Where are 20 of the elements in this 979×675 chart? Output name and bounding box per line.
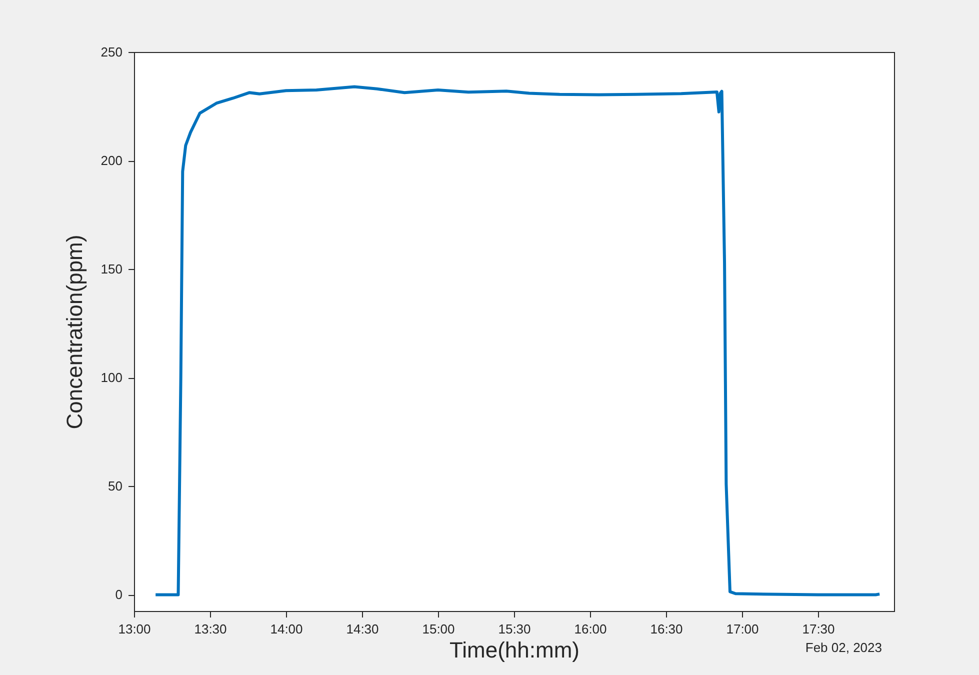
x-tick-label: 16:00 (574, 622, 607, 636)
y-tick-label: 50 (108, 478, 122, 494)
y-tick-label: 0 (115, 587, 122, 602)
line-series (154, 85, 882, 596)
y-tick-label: 150 (100, 262, 122, 277)
y-axis-title: Concentration(ppm) (62, 234, 87, 430)
x-axis-title: Time(hh:mm) (450, 638, 580, 662)
y-tick-label: 250 (100, 44, 122, 60)
x-tick-label: 13:30 (194, 622, 227, 636)
y-tick-label: 200 (100, 153, 122, 168)
x-tick-label: 17:00 (726, 622, 759, 636)
x-tick-label: 14:30 (346, 622, 379, 636)
y-tick-label: 100 (100, 370, 122, 386)
x-tick-label: 14:00 (270, 622, 303, 636)
text: Feb 02, 2023 (805, 640, 882, 655)
x-tick-label: 17:30 (802, 622, 835, 636)
x-tick-label: 13:00 (118, 622, 151, 636)
x-tick-label: 15:30 (498, 622, 531, 636)
x-tick-label: 16:30 (650, 622, 683, 636)
x-tick-label: 15:00 (422, 622, 455, 636)
